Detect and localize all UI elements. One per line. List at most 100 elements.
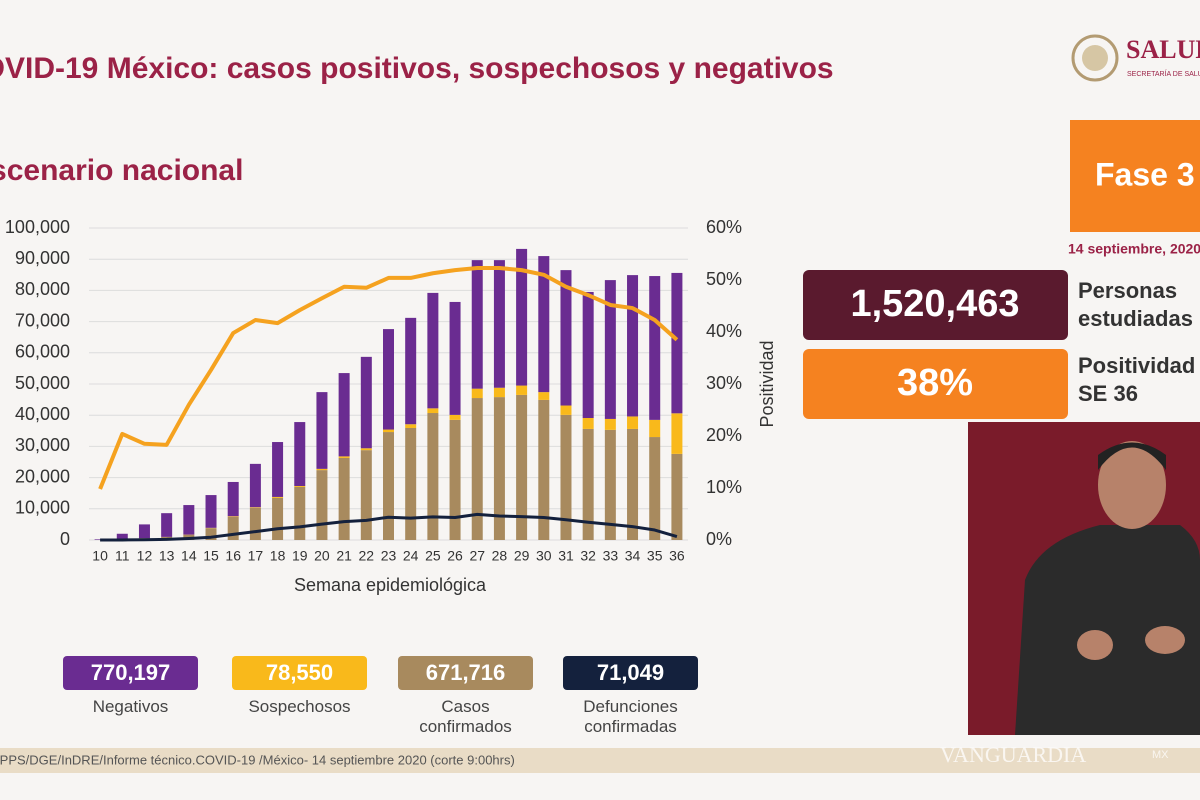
x-tick-label: 24 — [403, 548, 419, 564]
bar-segment — [449, 419, 461, 540]
bar-segment — [427, 413, 439, 540]
bar-segment — [427, 408, 439, 414]
bar-segment — [316, 470, 328, 540]
y2-tick-label: 0% — [706, 529, 732, 549]
y2-tick-label: 60% — [706, 217, 742, 237]
bar-segment — [360, 450, 372, 540]
y-tick-label: 70,000 — [15, 310, 70, 330]
bar-segment — [649, 276, 661, 420]
bar-segment — [627, 428, 639, 540]
bar-segment — [671, 413, 683, 454]
bar-segment — [138, 524, 150, 539]
x-tick-label: 17 — [248, 548, 264, 564]
total-box: 671,716 — [398, 656, 533, 690]
x-axis-label: Semana epidemiológica — [294, 575, 487, 595]
bar-segment — [627, 416, 639, 429]
x-tick-label: 30 — [536, 548, 552, 564]
bar-segment — [449, 414, 461, 420]
logo-seal — [1071, 34, 1119, 82]
bar-segment — [205, 495, 217, 528]
bar-segment — [338, 456, 350, 458]
bar-segment — [560, 270, 572, 406]
y2-tick-label: 20% — [706, 425, 742, 445]
x-tick-label: 33 — [603, 548, 619, 564]
bar-segment — [383, 429, 394, 433]
x-tick-label: 23 — [381, 548, 397, 564]
stat-value: 1,520,463 — [850, 283, 1019, 325]
bar-segment — [272, 442, 284, 497]
interpreter-hand — [1077, 630, 1113, 660]
y-tick-label: 10,000 — [15, 498, 70, 518]
bar-segment — [538, 399, 550, 540]
footer-bar — [0, 748, 1200, 773]
bar-segment — [205, 528, 217, 540]
bar-segment — [627, 275, 639, 417]
bar-segment — [604, 280, 616, 419]
date: 14 septiembre, 2020 — [1068, 241, 1200, 257]
bar-segment — [294, 486, 306, 487]
interpreter-hair — [1098, 442, 1166, 470]
x-tick-label: 19 — [292, 548, 308, 564]
bar-segment — [560, 405, 572, 415]
bar-segment — [405, 424, 417, 428]
bar-segment — [516, 385, 528, 395]
y-tick-label: 20,000 — [15, 466, 70, 486]
bar-segment — [604, 429, 616, 540]
bar-segment — [471, 388, 483, 399]
x-tick-label: 26 — [447, 548, 463, 564]
x-tick-label: 12 — [137, 548, 153, 564]
bar-segment — [671, 453, 683, 540]
bar-segment — [360, 356, 372, 449]
bar-segment — [516, 394, 528, 540]
stat-box — [803, 270, 1068, 340]
x-tick-label: 15 — [203, 548, 219, 564]
y2-tick-label: 50% — [706, 269, 742, 289]
line-series — [100, 512, 678, 542]
bar-segment — [272, 497, 284, 540]
x-tick-label: 34 — [625, 548, 641, 564]
x-tick-label: 28 — [492, 548, 508, 564]
title: COVID-19 México: casos positivos, sospec… — [0, 52, 834, 85]
y-tick-label: 30,000 — [15, 435, 70, 455]
bar-segment — [338, 457, 350, 540]
logo-text: SALUD — [1126, 35, 1200, 64]
x-tick-label: 35 — [647, 548, 663, 564]
stat-label: estudiadas — [1078, 306, 1193, 331]
stat-label: Personas — [1078, 278, 1177, 303]
bar-segment — [249, 463, 261, 508]
y-tick-label: 100,000 — [5, 217, 70, 237]
footer-source: SPPS/DGE/InDRE/Informe técnico.COVID-19 … — [0, 752, 515, 767]
legend-label: Negativos — [92, 697, 169, 716]
bar-segment — [360, 448, 372, 451]
stat-label: Positividad — [1078, 353, 1195, 378]
total-box: 770,197 — [63, 656, 198, 690]
x-tick-label: 22 — [359, 548, 375, 564]
stat-box — [803, 349, 1068, 419]
x-tick-label: 32 — [580, 548, 596, 564]
y-tick-label: 60,000 — [15, 342, 70, 362]
bar-segment — [183, 505, 195, 535]
y2-tick-label: 10% — [706, 477, 742, 497]
bar-segment — [582, 418, 594, 429]
bar-segment — [493, 397, 505, 540]
logo-seal-inner — [1082, 45, 1108, 71]
x-tick-label: 21 — [336, 548, 352, 564]
stat-value: 38% — [897, 362, 973, 404]
bar-segment — [338, 373, 350, 457]
bar-segment — [582, 428, 594, 540]
legend-label: Casos confirmados — [419, 697, 512, 736]
bar-segment — [471, 398, 483, 540]
y-tick-label: 80,000 — [15, 279, 70, 299]
phase-text: Fase 3 — [1095, 156, 1195, 192]
subtitle: Escenario nacional — [0, 154, 243, 187]
y2-axis-label: Positividad — [757, 340, 777, 427]
total-box: 78,550 — [232, 656, 367, 690]
bar-segment — [649, 437, 661, 540]
bar-segment — [427, 292, 439, 409]
bar-segment — [383, 329, 394, 430]
bar-segment — [604, 418, 616, 430]
bar-segment — [272, 496, 284, 498]
bar-segment — [405, 317, 417, 425]
bar-segment — [516, 248, 528, 386]
